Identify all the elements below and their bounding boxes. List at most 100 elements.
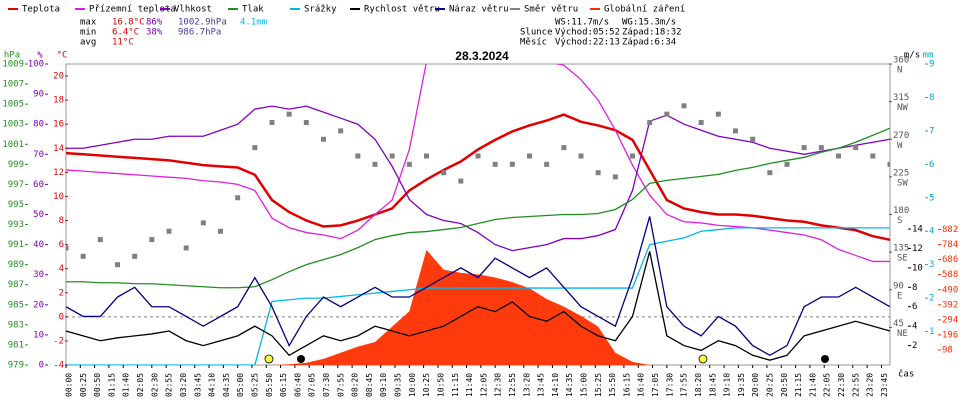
y-tick-label: 7 — [929, 126, 934, 136]
stat-value: 86% — [146, 18, 163, 28]
y-tick-label: 225 — [893, 168, 909, 178]
y-tick-label: 6 — [912, 302, 917, 312]
y-tick-label: -2 — [53, 336, 64, 346]
x-tick-label: 01:40 — [122, 373, 131, 397]
point — [252, 145, 258, 151]
x-tick-label: 15:50 — [608, 373, 617, 397]
compass-label: NE — [897, 329, 908, 339]
point — [630, 153, 635, 159]
compass-label: S — [897, 216, 902, 226]
y-tick-label: 98 — [942, 345, 953, 355]
x-tick-label: 22:55 — [851, 373, 860, 397]
x-tick-label: 21:40 — [808, 373, 817, 397]
point — [750, 136, 756, 142]
legend-label: Teplota — [22, 5, 60, 15]
x-tick-label: 20:25 — [765, 373, 774, 397]
x-tick-label: 05:50 — [265, 373, 274, 397]
moonset-marker — [297, 355, 305, 363]
x-tick-label: 23:20 — [866, 373, 875, 397]
stat-value: 6.4°C — [112, 28, 139, 38]
y-tick-label: 995 — [8, 200, 24, 210]
y-tick-label: 20 — [33, 300, 44, 310]
point — [389, 153, 395, 159]
y-tick-label: 1003 — [2, 120, 24, 130]
point — [441, 170, 447, 176]
point — [836, 153, 841, 159]
point — [801, 145, 807, 151]
x-tick-label: 12:05 — [479, 373, 488, 397]
info-text: Východ:22:13 — [555, 38, 620, 48]
x-tick-label: 03:45 — [193, 373, 202, 397]
x-tick-label: 18:45 — [708, 373, 717, 397]
legend-label: Vlhkost — [174, 5, 212, 15]
y-tick-label: 989 — [8, 260, 24, 270]
y-tick-label: 196 — [942, 330, 958, 340]
stat-value: 11°C — [112, 38, 134, 48]
y-tick-label: 983 — [8, 320, 24, 330]
x-tick-label: 13:20 — [522, 373, 531, 397]
y-tick-label: 90 — [33, 90, 44, 100]
y-tick-label: 8 — [929, 93, 934, 103]
compass-label: SE — [897, 254, 908, 264]
point — [235, 195, 241, 201]
y-tick-label: 135 — [893, 244, 909, 254]
y-tick-label: 10 — [33, 330, 44, 340]
x-tick-label: 17:55 — [680, 373, 689, 397]
y-tick-label: 991 — [8, 240, 24, 250]
compass-label: E — [897, 291, 902, 301]
x-tick-label: 00:25 — [79, 373, 88, 397]
y-tick-label: 270 — [893, 131, 909, 141]
x-tick-label: 17:05 — [651, 373, 660, 397]
point — [269, 120, 275, 126]
stat-label: min — [80, 28, 96, 38]
stat-label: max — [80, 18, 97, 28]
point — [338, 128, 344, 134]
y-tick-label: 8 — [912, 283, 917, 293]
y-tick-label: 993 — [8, 220, 24, 230]
y-tick-label: 997 — [8, 180, 24, 190]
point — [166, 228, 172, 234]
x-tick-label: 20:50 — [780, 373, 789, 397]
x-tick-label: 07:05 — [308, 373, 317, 397]
y-tick-label: 987 — [8, 280, 24, 290]
y-tick-label: 18 — [53, 96, 64, 106]
x-tick-label: 19:35 — [737, 373, 746, 397]
y-tick-label: 985 — [8, 300, 24, 310]
stat-value: 16.8°C — [112, 18, 145, 28]
y-tick-label: 686 — [942, 255, 958, 265]
y-tick-label: 6 — [59, 240, 64, 250]
x-tick-label: 14:35 — [565, 373, 574, 397]
y-tick-label: 14 — [53, 144, 64, 154]
point — [321, 136, 326, 142]
x-tick-label: 05:00 — [236, 373, 245, 397]
x-tick-label: 18:20 — [694, 373, 703, 397]
point — [595, 170, 601, 176]
compass-label: NW — [897, 103, 908, 113]
x-tick-label: 11:40 — [465, 373, 474, 397]
y-tick-label: 8 — [59, 216, 64, 226]
point — [424, 153, 429, 159]
y-tick-label: 882 — [942, 225, 958, 235]
point — [715, 111, 721, 117]
y-tick-label: 12 — [912, 244, 923, 254]
y-tick-label: 12 — [53, 168, 64, 178]
y-tick-label: 979 — [8, 361, 24, 371]
point — [372, 161, 378, 167]
legend-label: Směr větru — [524, 5, 578, 15]
y-tick-label: 784 — [942, 240, 958, 250]
line — [66, 251, 890, 361]
legend-label: Náraz větru — [449, 5, 509, 15]
legend-label: Tlak — [242, 5, 264, 15]
x-tick-label: 04:10 — [208, 373, 217, 397]
sunrise-marker — [264, 354, 274, 364]
y-tick-label: 490 — [942, 285, 958, 295]
y-tick-label: 60 — [33, 180, 44, 190]
point — [406, 161, 412, 167]
point — [527, 153, 532, 159]
info-text: Měsíc — [520, 38, 547, 48]
stat-value: 1002.9hPa — [178, 18, 227, 28]
point — [132, 253, 138, 259]
y-tick-label: 180 — [893, 206, 909, 216]
y-tick-label: 2 — [929, 294, 934, 304]
